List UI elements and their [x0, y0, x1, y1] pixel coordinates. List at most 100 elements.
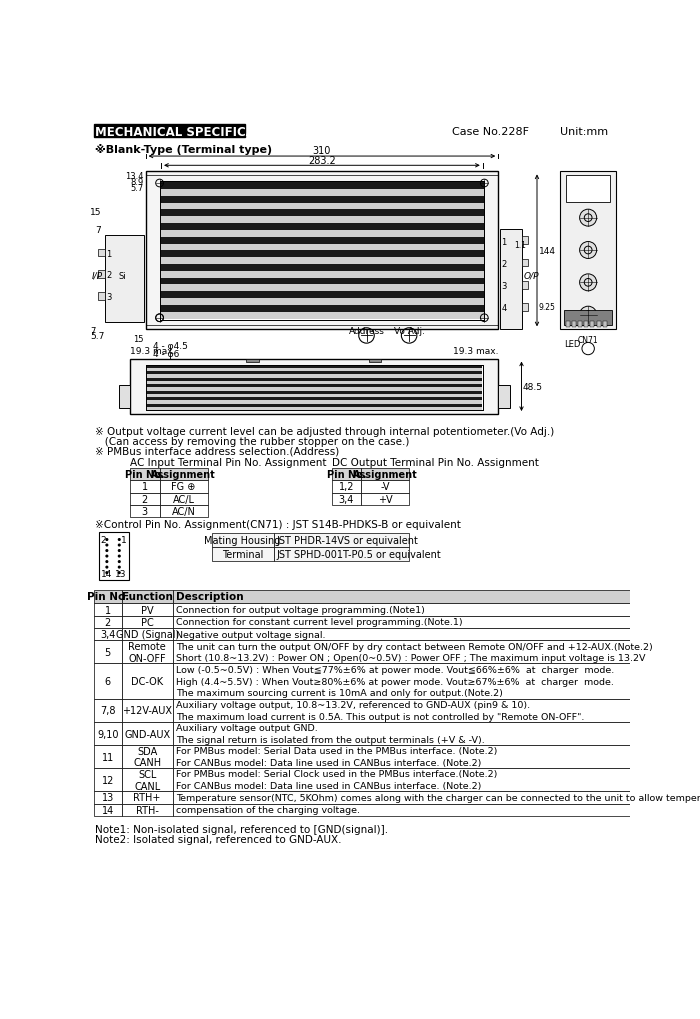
Text: 3: 3	[106, 292, 111, 302]
Bar	[146, 366, 482, 369]
Text: Description: Description	[176, 592, 244, 602]
Bar	[160, 469, 208, 481]
Bar	[160, 278, 484, 285]
Text: GND-AUX: GND-AUX	[124, 729, 170, 739]
Text: -V: -V	[380, 482, 390, 492]
Bar	[160, 265, 484, 271]
Bar	[94, 616, 122, 629]
Circle shape	[580, 243, 596, 259]
Bar	[500, 230, 522, 330]
Text: 4 - φ4.5: 4 - φ4.5	[153, 341, 188, 351]
Bar	[146, 369, 482, 372]
Bar	[122, 722, 173, 745]
Bar	[160, 285, 484, 292]
Bar	[98, 250, 104, 257]
Circle shape	[105, 538, 108, 541]
Bar	[173, 792, 630, 804]
Bar	[130, 360, 498, 415]
Bar	[146, 397, 482, 401]
Text: Assignment: Assignment	[353, 470, 417, 480]
Bar	[160, 313, 484, 319]
Bar	[566, 322, 570, 328]
Bar	[173, 768, 630, 792]
Bar	[584, 322, 588, 328]
Bar	[146, 391, 482, 394]
Bar	[160, 204, 484, 210]
Text: 13.4: 13.4	[125, 171, 144, 180]
Text: 15: 15	[90, 208, 102, 217]
Bar	[146, 378, 482, 381]
Text: 9.25: 9.25	[538, 303, 555, 312]
Text: PC: PC	[141, 618, 153, 628]
Bar	[173, 641, 630, 663]
Bar	[94, 663, 122, 699]
Circle shape	[118, 538, 121, 541]
Text: Negative output voltage signal.: Negative output voltage signal.	[176, 630, 326, 639]
Text: Connection for constant current level programming.(Note.1): Connection for constant current level pr…	[176, 618, 463, 627]
Text: Note1: Non-isolated signal, referenced to [GND(signal)].: Note1: Non-isolated signal, referenced t…	[95, 823, 388, 834]
Bar	[369, 360, 382, 363]
Bar	[146, 366, 483, 411]
Bar	[173, 722, 630, 745]
Text: O/P: O/P	[524, 272, 539, 280]
Text: 3: 3	[142, 506, 148, 517]
Text: Assignment: Assignment	[151, 470, 216, 480]
Text: GND (Signal): GND (Signal)	[116, 630, 178, 640]
Text: 5: 5	[104, 647, 111, 657]
Text: 13: 13	[115, 570, 126, 579]
Bar	[160, 251, 484, 258]
Text: Pin No.: Pin No.	[327, 470, 366, 480]
Bar	[94, 699, 122, 722]
Text: Mating Housing: Mating Housing	[204, 536, 281, 546]
Text: For CANBus model: Data line used in CANBus interface. (Note.2): For CANBus model: Data line used in CANB…	[176, 758, 481, 767]
Bar	[160, 224, 484, 230]
Bar	[160, 493, 208, 505]
Circle shape	[105, 566, 108, 569]
Text: Vo Adj.: Vo Adj.	[393, 327, 425, 336]
Bar	[160, 299, 484, 306]
Text: MECHANICAL SPECIFICATION: MECHANICAL SPECIFICATION	[95, 125, 287, 139]
Text: DC Output Terminal Pin No. Assignment: DC Output Terminal Pin No. Assignment	[332, 458, 538, 468]
Bar	[146, 385, 482, 388]
Bar	[118, 385, 130, 409]
Text: (Can access by removing the rubber stopper on the case.): (Can access by removing the rubber stopp…	[95, 436, 409, 446]
Text: 7: 7	[95, 225, 101, 234]
Bar	[160, 245, 484, 251]
Text: AC Input Terminal Pin No. Assignment: AC Input Terminal Pin No. Assignment	[130, 458, 327, 468]
Text: 13: 13	[102, 793, 114, 803]
Text: Short (10.8~13.2V) : Power ON ; Open(0~0.5V) : Power OFF ; The maximum input vol: Short (10.8~13.2V) : Power ON ; Open(0~0…	[176, 653, 645, 662]
Text: 7: 7	[90, 326, 96, 335]
Text: 7,8: 7,8	[100, 706, 116, 715]
Text: 11: 11	[102, 752, 114, 762]
Bar	[122, 663, 173, 699]
Bar	[246, 360, 259, 363]
Bar	[146, 408, 482, 411]
Text: 2: 2	[141, 494, 148, 504]
Text: 1: 1	[142, 482, 148, 492]
Bar	[122, 699, 173, 722]
Text: Auxiliary voltage output GND.: Auxiliary voltage output GND.	[176, 723, 318, 733]
Text: 6: 6	[104, 677, 111, 687]
Text: 5.7: 5.7	[90, 331, 104, 340]
Bar	[274, 534, 409, 547]
Bar	[160, 258, 484, 265]
Bar	[122, 590, 173, 604]
Text: Remote: Remote	[128, 642, 166, 651]
Text: Si: Si	[118, 272, 126, 280]
Text: Unit:mm: Unit:mm	[560, 127, 608, 138]
Text: 12: 12	[102, 775, 114, 785]
Bar	[522, 260, 528, 267]
Text: 3,4: 3,4	[339, 494, 354, 504]
Bar	[94, 722, 122, 745]
Text: Connection for output voltage programming.(Note1): Connection for output voltage programmin…	[176, 605, 425, 614]
Text: The unit can turn the output ON/OFF by dry contact between Remote ON/OFF and +12: The unit can turn the output ON/OFF by d…	[176, 642, 652, 651]
Text: +12V-AUX: +12V-AUX	[122, 706, 172, 715]
Circle shape	[118, 544, 121, 547]
Bar	[160, 271, 484, 278]
Text: ※Blank-Type (Terminal type): ※Blank-Type (Terminal type)	[95, 144, 272, 155]
Text: JST SPHD-001T-P0.5 or equivalent: JST SPHD-001T-P0.5 or equivalent	[276, 549, 442, 559]
Text: For PMBus model: Serial Data used in the PMBus interface. (Note.2): For PMBus model: Serial Data used in the…	[176, 747, 497, 756]
Text: 2: 2	[101, 535, 106, 544]
Text: Terminal: Terminal	[222, 549, 263, 559]
Bar	[578, 322, 582, 328]
